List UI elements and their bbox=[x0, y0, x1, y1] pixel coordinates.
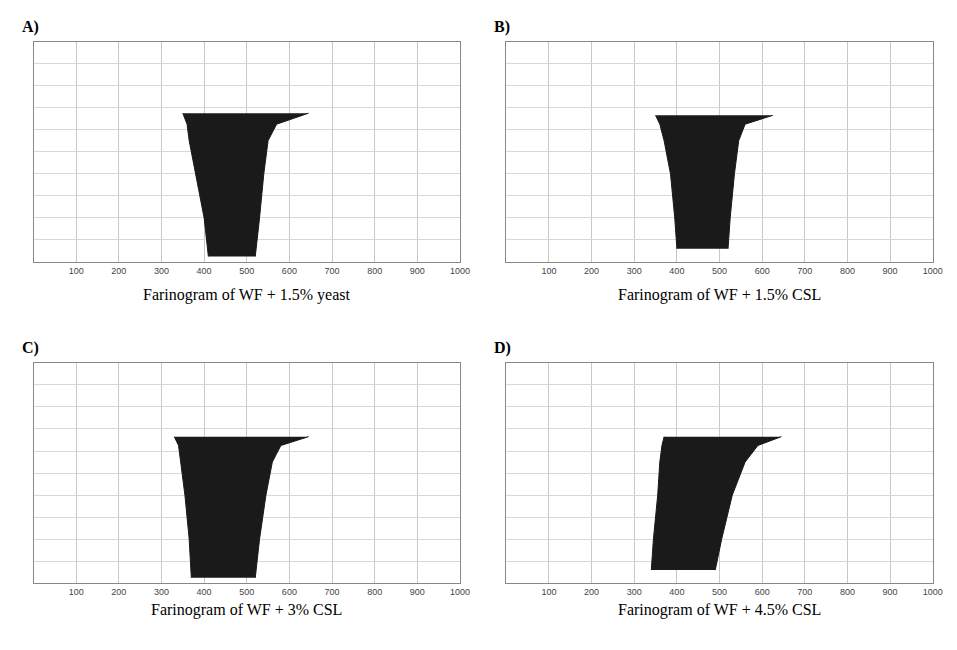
svg-text:Farinogram of WF + 4.5% CSL: Farinogram of WF + 4.5% CSL bbox=[618, 601, 821, 619]
svg-text:400: 400 bbox=[669, 266, 684, 276]
svg-text:C): C) bbox=[22, 339, 39, 357]
svg-text:300: 300 bbox=[154, 266, 169, 276]
svg-text:700: 700 bbox=[325, 266, 340, 276]
svg-text:300: 300 bbox=[627, 587, 642, 597]
svg-text:1000: 1000 bbox=[450, 266, 470, 276]
svg-text:100: 100 bbox=[541, 266, 556, 276]
svg-text:200: 200 bbox=[111, 266, 126, 276]
svg-text:200: 200 bbox=[584, 587, 599, 597]
svg-text:500: 500 bbox=[239, 587, 254, 597]
svg-text:500: 500 bbox=[239, 266, 254, 276]
svg-text:Farinogram of WF + 3% CSL: Farinogram of WF + 3% CSL bbox=[151, 601, 342, 619]
svg-text:600: 600 bbox=[282, 587, 297, 597]
svg-text:1000: 1000 bbox=[450, 587, 470, 597]
svg-text:800: 800 bbox=[840, 266, 855, 276]
svg-text:300: 300 bbox=[627, 266, 642, 276]
svg-text:Farinogram of WF + 1.5% CSL: Farinogram of WF + 1.5% CSL bbox=[618, 286, 821, 304]
svg-text:1000: 1000 bbox=[923, 587, 943, 597]
svg-text:900: 900 bbox=[410, 266, 425, 276]
svg-text:D): D) bbox=[494, 339, 511, 357]
svg-text:Farinogram of WF + 1.5% yeast: Farinogram of WF + 1.5% yeast bbox=[143, 286, 350, 304]
svg-text:600: 600 bbox=[755, 587, 770, 597]
svg-text:400: 400 bbox=[669, 587, 684, 597]
svg-text:600: 600 bbox=[282, 266, 297, 276]
svg-text:100: 100 bbox=[541, 587, 556, 597]
svg-text:500: 500 bbox=[712, 587, 727, 597]
svg-text:A): A) bbox=[22, 18, 39, 36]
svg-text:800: 800 bbox=[840, 587, 855, 597]
svg-text:200: 200 bbox=[111, 587, 126, 597]
svg-text:300: 300 bbox=[154, 587, 169, 597]
svg-text:200: 200 bbox=[584, 266, 599, 276]
svg-text:700: 700 bbox=[325, 587, 340, 597]
svg-text:900: 900 bbox=[883, 587, 898, 597]
svg-text:100: 100 bbox=[69, 266, 84, 276]
svg-text:700: 700 bbox=[797, 587, 812, 597]
svg-text:100: 100 bbox=[69, 587, 84, 597]
svg-text:600: 600 bbox=[755, 266, 770, 276]
svg-text:500: 500 bbox=[712, 266, 727, 276]
svg-text:B): B) bbox=[494, 18, 510, 36]
svg-text:800: 800 bbox=[367, 587, 382, 597]
svg-text:400: 400 bbox=[197, 266, 212, 276]
svg-text:900: 900 bbox=[410, 587, 425, 597]
svg-text:900: 900 bbox=[883, 266, 898, 276]
svg-text:1000: 1000 bbox=[923, 266, 943, 276]
svg-text:700: 700 bbox=[797, 266, 812, 276]
svg-text:400: 400 bbox=[197, 587, 212, 597]
svg-text:800: 800 bbox=[367, 266, 382, 276]
